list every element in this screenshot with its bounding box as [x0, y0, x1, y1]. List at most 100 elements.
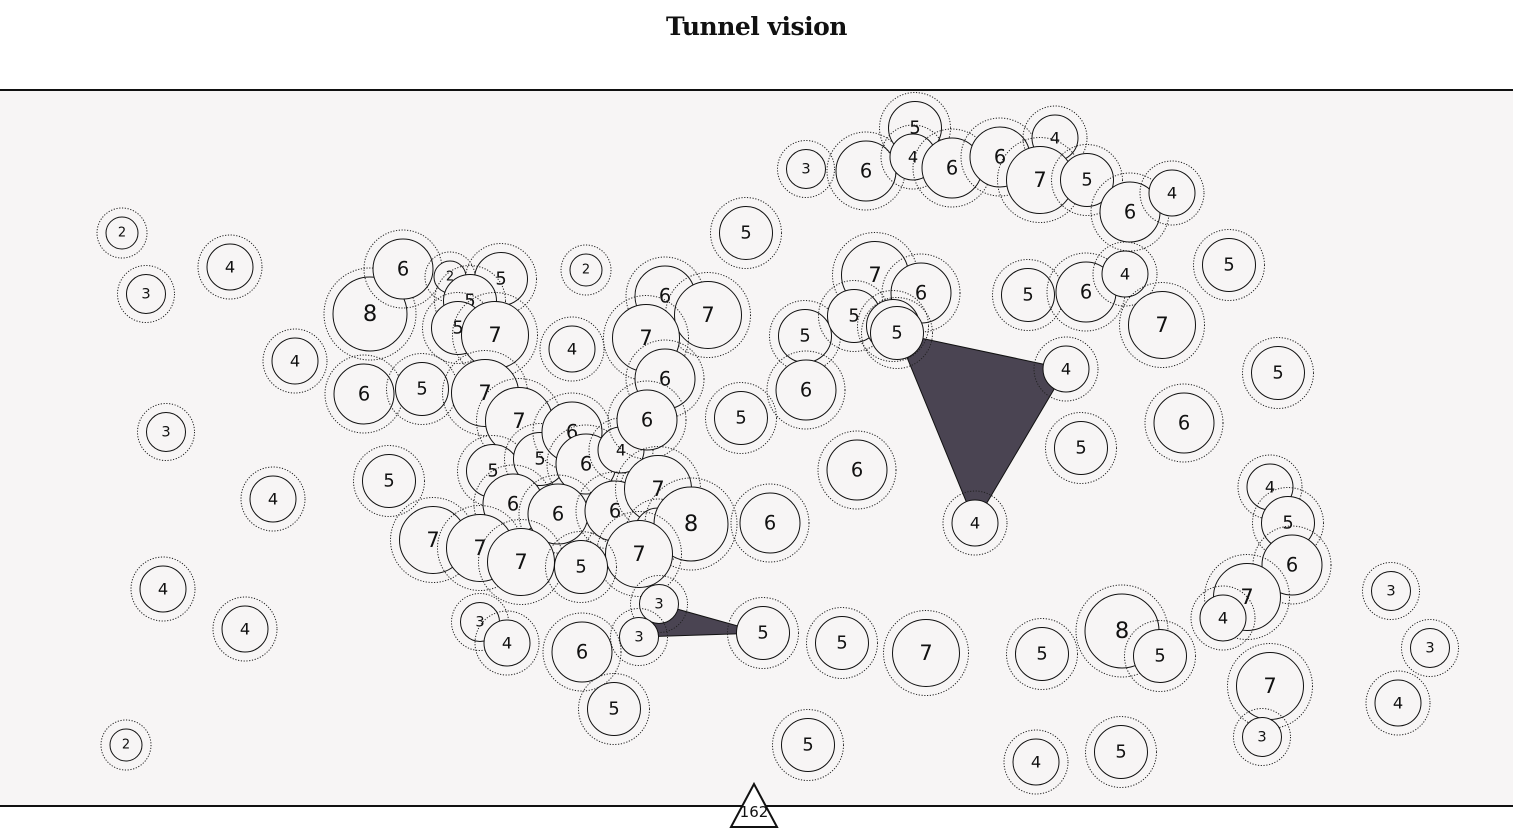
node-6[interactable]: 6	[1252, 525, 1332, 605]
node-4[interactable]: 4	[240, 466, 306, 532]
node-7[interactable]: 7	[596, 511, 682, 597]
node-value: 7	[512, 409, 525, 433]
node-range-ring	[1051, 144, 1123, 216]
node-5[interactable]: 5	[1006, 618, 1078, 690]
node-5[interactable]: 5	[545, 531, 617, 603]
node-5[interactable]: 5	[806, 607, 878, 679]
node-4[interactable]: 4	[1190, 585, 1256, 651]
node-value: 4	[290, 352, 300, 371]
node-5[interactable]: 5	[861, 297, 933, 369]
node-range-ring	[434, 265, 506, 337]
node-disc	[362, 454, 416, 508]
node-3[interactable]: 3	[117, 265, 175, 323]
node-value: 2	[446, 270, 454, 285]
node-value: 6	[860, 160, 872, 183]
node-7[interactable]: 7	[452, 292, 538, 378]
node-range-ring	[1204, 554, 1290, 640]
node-6[interactable]: 6	[817, 430, 897, 510]
node-4[interactable]: 4	[1365, 670, 1431, 736]
node-5[interactable]: 5	[705, 382, 777, 454]
node-value: 7	[1240, 585, 1253, 609]
node-3[interactable]: 3	[1233, 708, 1291, 766]
node-value: 5	[1282, 513, 1293, 534]
node-value: 6	[659, 368, 671, 391]
node-disc	[1261, 534, 1323, 596]
node-5[interactable]: 5	[1242, 337, 1314, 409]
node-7[interactable]: 7	[665, 272, 751, 358]
node-6[interactable]: 6	[518, 474, 598, 554]
node-value: 5	[891, 323, 902, 344]
node-6[interactable]: 6	[1144, 383, 1224, 463]
node-range-ring	[560, 244, 612, 296]
node-disc	[736, 606, 790, 660]
node-range-ring	[1365, 670, 1431, 736]
node-range-ring	[1003, 729, 1069, 795]
node-disc	[1153, 392, 1215, 454]
node-value: 5	[534, 449, 545, 470]
node-4[interactable]: 4	[197, 234, 263, 300]
node-5[interactable]: 5	[578, 673, 650, 745]
node-7[interactable]: 7	[1119, 282, 1205, 368]
node-3[interactable]: 3	[630, 575, 688, 633]
node-value: 5	[383, 471, 394, 492]
score-value: 162	[740, 803, 769, 821]
node-4[interactable]: 4	[212, 596, 278, 662]
node-value: 7	[473, 536, 486, 560]
node-value: 3	[141, 286, 150, 303]
node-5[interactable]: 5	[772, 709, 844, 781]
node-disc	[639, 584, 679, 624]
node-4[interactable]: 4	[1139, 160, 1205, 226]
node-5[interactable]: 5	[710, 197, 782, 269]
node-7[interactable]: 7	[883, 610, 969, 696]
node-4[interactable]: 4	[1003, 729, 1069, 795]
node-value: 7	[868, 263, 881, 287]
node-5[interactable]: 5	[1051, 144, 1123, 216]
node-4[interactable]: 4	[474, 610, 540, 676]
node-3[interactable]: 3	[137, 403, 195, 461]
node-7[interactable]: 7	[1227, 643, 1313, 729]
node-4[interactable]: 4	[942, 490, 1008, 556]
node-range-ring	[630, 575, 688, 633]
node-value: 6	[764, 512, 776, 535]
node-6[interactable]: 6	[730, 483, 810, 563]
node-3[interactable]: 3	[777, 140, 835, 198]
node-2[interactable]: 2	[100, 719, 152, 771]
node-4[interactable]: 4	[1092, 241, 1158, 307]
node-range-ring	[1124, 620, 1196, 692]
node-5[interactable]: 5	[1045, 412, 1117, 484]
node-5[interactable]: 5	[727, 597, 799, 669]
node-value: 6	[1080, 281, 1092, 304]
node-4[interactable]: 4	[539, 316, 605, 382]
node-2[interactable]: 2	[96, 207, 148, 259]
node-5[interactable]: 5	[353, 445, 425, 517]
node-2[interactable]: 2	[560, 244, 612, 296]
node-disc	[551, 621, 613, 683]
node-6[interactable]: 6	[766, 350, 846, 430]
node-disc	[206, 243, 254, 291]
node-value: 5	[735, 408, 746, 429]
node-5[interactable]: 5	[1124, 620, 1196, 692]
node-value: 4	[616, 441, 626, 460]
node-4[interactable]: 4	[130, 556, 196, 622]
node-value: 4	[1167, 184, 1177, 203]
node-4[interactable]: 4	[1033, 336, 1099, 402]
node-5[interactable]: 5	[1193, 229, 1265, 301]
node-value: 2	[582, 263, 590, 278]
node-3[interactable]: 3	[1401, 619, 1459, 677]
node-4[interactable]: 4	[262, 328, 328, 394]
node-value: 5	[836, 633, 847, 654]
node-range-ring	[879, 92, 951, 164]
node-range-ring	[542, 612, 622, 692]
node-range-ring	[1193, 229, 1265, 301]
node-5[interactable]: 5	[1085, 716, 1157, 788]
node-3[interactable]: 3	[1362, 562, 1420, 620]
node-3[interactable]: 3	[610, 608, 668, 666]
node-6[interactable]: 6	[542, 612, 622, 692]
node-range-ring	[1085, 716, 1157, 788]
node-range-ring	[323, 267, 417, 361]
node-range-ring	[588, 417, 654, 483]
node-8[interactable]: 8	[644, 477, 738, 571]
node-6[interactable]: 6	[607, 380, 687, 460]
node-disc	[126, 274, 166, 314]
